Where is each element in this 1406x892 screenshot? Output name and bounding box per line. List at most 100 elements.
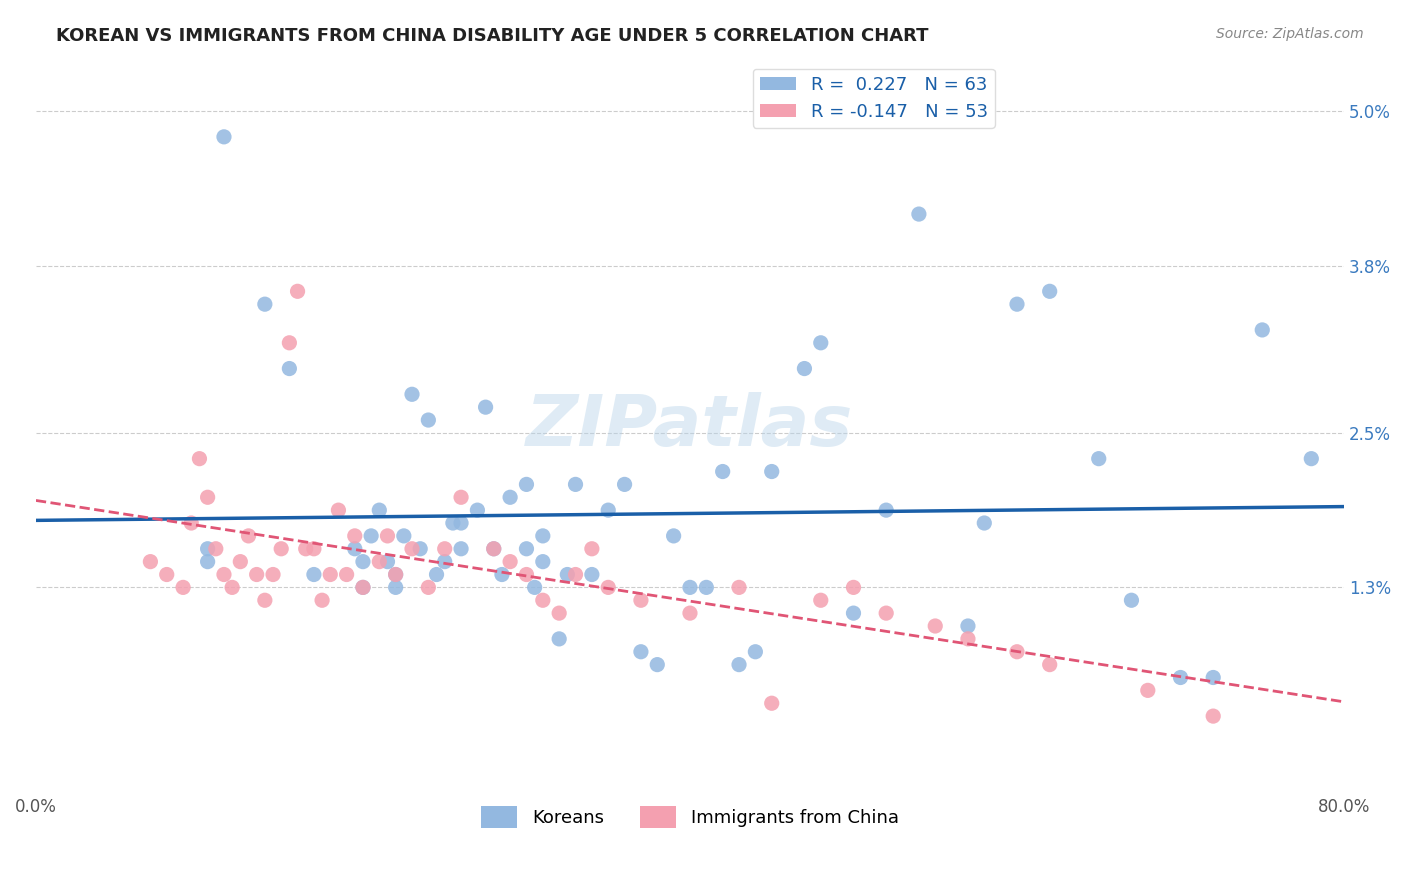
Point	[908, 207, 931, 221]
Point	[188, 451, 211, 466]
Point	[450, 490, 472, 504]
Point	[1202, 671, 1225, 685]
Point	[630, 593, 652, 607]
Point	[352, 555, 374, 569]
Point	[531, 529, 554, 543]
Point	[662, 529, 685, 543]
Point	[278, 335, 301, 350]
Point	[531, 593, 554, 607]
Point	[328, 503, 350, 517]
Point	[287, 285, 309, 299]
Point	[515, 567, 537, 582]
Point	[384, 567, 406, 582]
Point	[180, 516, 202, 530]
Point	[645, 657, 668, 672]
Point	[441, 516, 464, 530]
Point	[172, 581, 194, 595]
Point	[1039, 285, 1062, 299]
Point	[343, 541, 366, 556]
Point	[229, 555, 252, 569]
Point	[368, 555, 391, 569]
Point	[467, 503, 489, 517]
Point	[360, 529, 382, 543]
Point	[311, 593, 333, 607]
Point	[294, 541, 316, 556]
Point	[564, 477, 586, 491]
Point	[515, 541, 537, 556]
Point	[630, 645, 652, 659]
Point	[221, 581, 243, 595]
Point	[598, 503, 620, 517]
Point	[1202, 709, 1225, 723]
Point	[842, 581, 865, 595]
Text: Source: ZipAtlas.com: Source: ZipAtlas.com	[1216, 27, 1364, 41]
Point	[1087, 451, 1109, 466]
Point	[1005, 297, 1028, 311]
Point	[474, 400, 496, 414]
Point	[401, 387, 423, 401]
Point	[515, 477, 537, 491]
Point	[302, 541, 325, 556]
Point	[482, 541, 505, 556]
Point	[728, 581, 751, 595]
Point	[564, 567, 586, 582]
Point	[875, 606, 897, 620]
Point	[810, 335, 832, 350]
Point	[875, 503, 897, 517]
Point	[156, 567, 179, 582]
Point	[377, 555, 399, 569]
Point	[1251, 323, 1274, 337]
Point	[613, 477, 636, 491]
Point	[482, 541, 505, 556]
Point	[1121, 593, 1143, 607]
Point	[924, 619, 946, 633]
Point	[253, 593, 276, 607]
Point	[302, 567, 325, 582]
Point	[319, 567, 342, 582]
Point	[1170, 671, 1192, 685]
Point	[793, 361, 815, 376]
Point	[384, 567, 406, 582]
Point	[842, 606, 865, 620]
Point	[392, 529, 415, 543]
Point	[679, 606, 702, 620]
Point	[197, 490, 219, 504]
Point	[499, 555, 522, 569]
Point	[139, 555, 162, 569]
Point	[204, 541, 226, 556]
Point	[761, 696, 783, 710]
Point	[278, 361, 301, 376]
Point	[499, 490, 522, 504]
Point	[418, 581, 440, 595]
Point	[956, 619, 979, 633]
Point	[491, 567, 513, 582]
Point	[581, 567, 603, 582]
Point	[744, 645, 766, 659]
Point	[1039, 657, 1062, 672]
Point	[581, 541, 603, 556]
Point	[197, 555, 219, 569]
Point	[384, 581, 406, 595]
Point	[418, 413, 440, 427]
Point	[212, 129, 235, 144]
Point	[262, 567, 284, 582]
Point	[711, 465, 734, 479]
Point	[433, 541, 456, 556]
Point	[197, 541, 219, 556]
Point	[270, 541, 292, 556]
Point	[761, 465, 783, 479]
Point	[352, 581, 374, 595]
Point	[238, 529, 260, 543]
Point	[523, 581, 546, 595]
Point	[253, 297, 276, 311]
Point	[1136, 683, 1159, 698]
Point	[409, 541, 432, 556]
Point	[336, 567, 359, 582]
Point	[531, 555, 554, 569]
Point	[548, 606, 571, 620]
Point	[956, 632, 979, 646]
Point	[557, 567, 579, 582]
Point	[401, 541, 423, 556]
Point	[695, 581, 717, 595]
Point	[548, 632, 571, 646]
